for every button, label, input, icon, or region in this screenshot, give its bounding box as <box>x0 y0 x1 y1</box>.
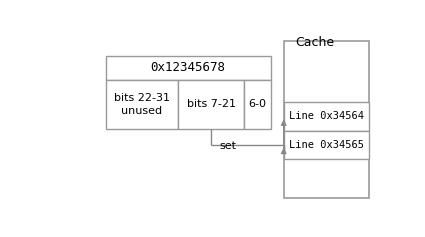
Bar <box>284 41 369 198</box>
Bar <box>244 80 270 129</box>
Bar <box>284 131 369 159</box>
Text: set: set <box>219 141 236 151</box>
Text: bits 22-31
unused: bits 22-31 unused <box>114 93 170 116</box>
Text: Line 0x34565: Line 0x34565 <box>289 140 364 150</box>
Text: Line 0x34564: Line 0x34564 <box>289 111 364 122</box>
Bar <box>106 80 178 129</box>
Text: bits 7-21: bits 7-21 <box>187 99 236 109</box>
Bar <box>106 56 270 80</box>
Bar <box>284 102 369 131</box>
Text: 6-0: 6-0 <box>248 99 266 109</box>
Bar <box>178 80 244 129</box>
Text: 0x12345678: 0x12345678 <box>151 61 226 74</box>
Text: Cache: Cache <box>295 36 334 49</box>
